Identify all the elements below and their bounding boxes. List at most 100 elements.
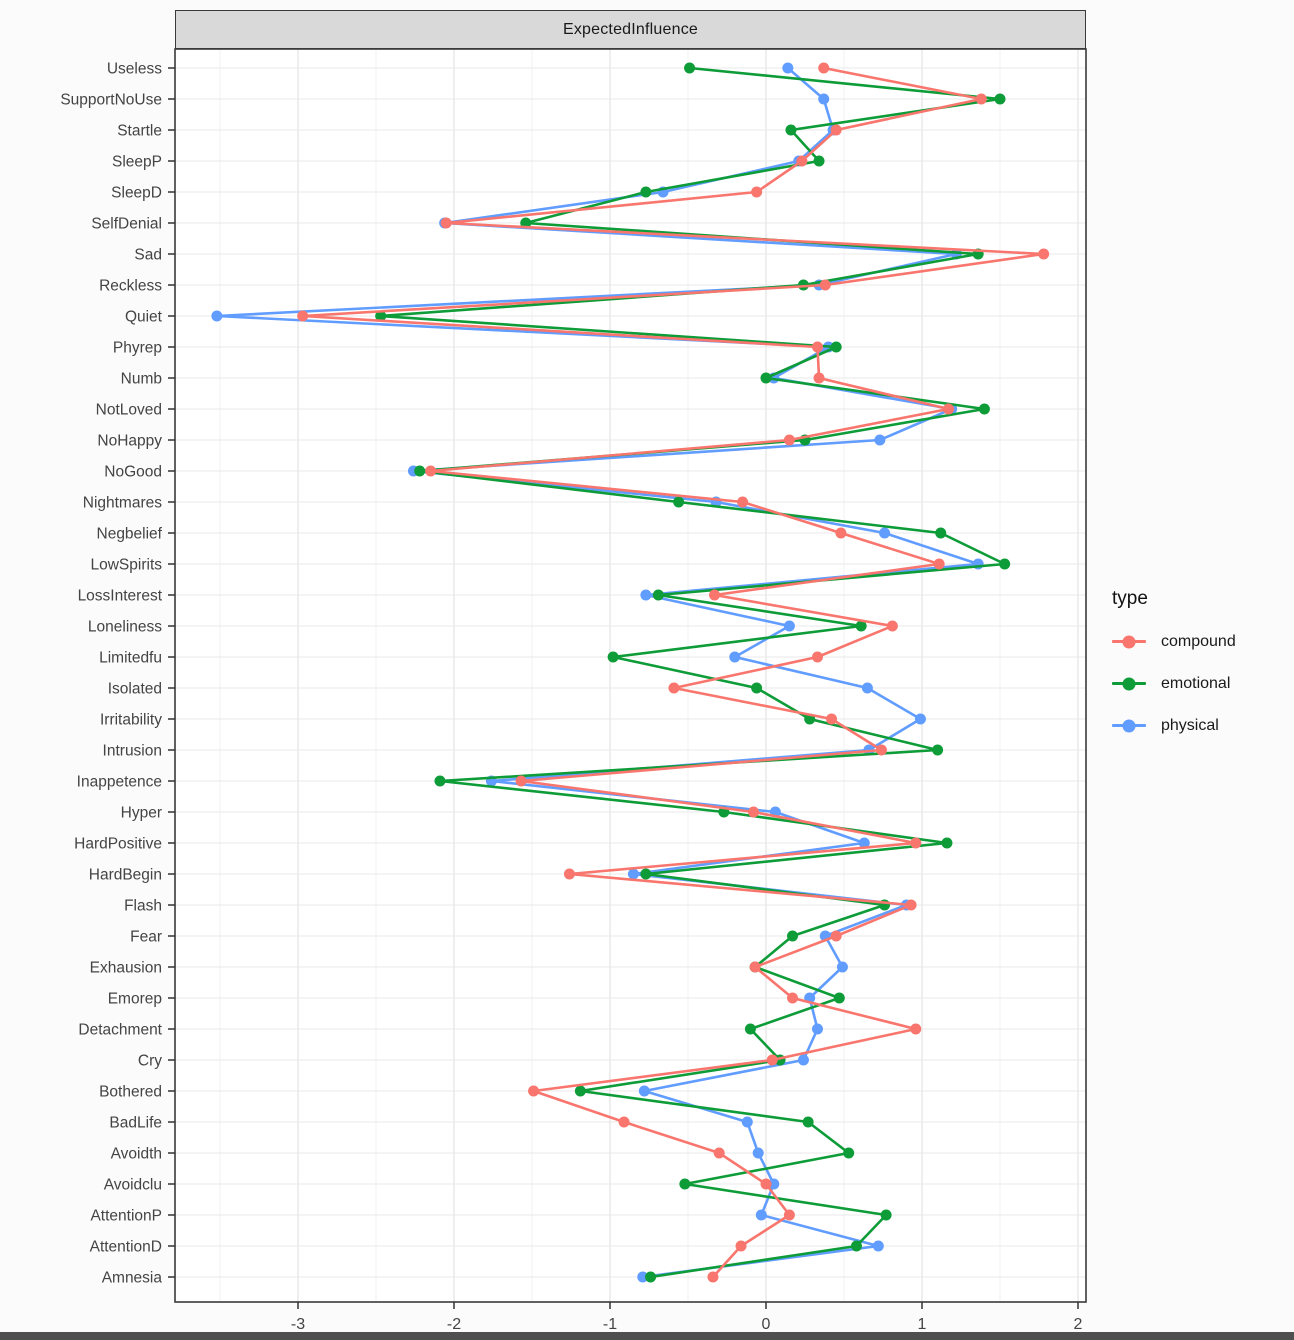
data-point-physical [874,434,886,446]
series-line-emotional [379,66,1006,1279]
data-point-emotional [574,1085,586,1097]
data-point-physical [858,837,870,849]
y-axis-label: Reckless [99,277,162,294]
data-point-emotional [434,775,446,787]
data-point-compound [713,1147,725,1159]
data-point-emotional [978,403,990,415]
data-point-physical [637,1271,649,1283]
y-axis-label: HardPositive [74,835,162,852]
data-point-physical [741,1116,753,1128]
x-axis-label: -2 [447,1316,461,1333]
y-axis-label: SleepP [112,153,162,170]
y-axis-label: Exhausion [90,959,162,976]
y-axis-label: LowSpirits [91,556,163,573]
y-axis-label: Avoidclu [104,1176,162,1193]
chart-title: ExpectedInfluence [562,20,699,38]
x-axis-label: -1 [603,1316,617,1333]
legend-item-compound: compound [1112,632,1288,650]
data-point-emotional [744,1023,756,1035]
data-point-emotional [787,930,799,942]
data-point-physical [768,1178,780,1190]
data-point-compound [910,1023,922,1035]
legend-swatch-physical-icon [1112,718,1146,733]
y-axis-label: SupportNoUse [60,91,162,108]
y-axis-label: Cry [138,1052,162,1069]
legend-item-physical: physical [1112,716,1288,734]
y-axis-label: Irritability [100,711,162,728]
data-point-compound [783,1209,795,1221]
y-axis-label: SleepD [111,184,162,201]
data-point-emotional [679,1178,691,1190]
data-point-emotional [830,341,842,353]
data-point-emotional [833,992,845,1004]
y-axis-label: Negbelief [97,525,163,542]
data-point-physical [818,93,830,105]
data-point-physical [640,589,652,601]
legend-item-emotional: emotional [1112,675,1288,692]
data-point-compound [875,744,887,756]
panel-background [175,49,1086,1302]
y-axis-label: LossInterest [78,587,163,604]
data-point-compound [1038,248,1050,260]
y-axis-label: Amnesia [102,1269,163,1286]
data-point-compound [668,682,680,694]
data-point-compound [766,1054,778,1066]
legend-label-physical: physical [1161,716,1219,734]
data-point-emotional [932,744,944,756]
data-point-physical [797,1054,809,1066]
data-point-emotional [941,837,953,849]
y-axis-label: Avoidth [111,1145,162,1162]
y-axis-label: Sad [134,246,162,263]
data-point-physical [914,713,926,725]
data-point-compound [811,341,823,353]
data-point-physical [752,1147,764,1159]
data-point-compound [707,1271,719,1283]
y-axis-label: Limitedfu [99,649,162,666]
data-point-emotional [652,589,664,601]
y-axis-label: HardBegin [89,866,162,883]
x-axis-label: 2 [1074,1316,1083,1333]
data-point-emotional [640,868,652,880]
data-point-physical [872,1240,884,1252]
data-point-physical [879,527,891,539]
data-point-compound [735,1240,747,1252]
data-point-compound [819,279,831,291]
data-point-physical [861,682,873,694]
y-axis-label: Loneliness [88,618,162,635]
y-axis-label: Bothered [99,1083,162,1100]
data-point-compound [830,930,842,942]
data-point-emotional [645,1271,657,1283]
data-point-emotional [994,93,1006,105]
window-bottom-edge [0,1332,1294,1340]
data-point-physical [755,1209,767,1221]
data-point-compound [813,372,825,384]
data-point-emotional [760,372,772,384]
data-point-emotional [850,1240,862,1252]
data-point-compound [751,186,763,198]
legend-label-compound: compound [1161,632,1236,650]
data-point-compound [748,806,760,818]
data-point-compound [737,496,749,508]
data-point-physical [638,1085,650,1097]
data-point-emotional [607,651,619,663]
y-axis-label: Inappetence [77,773,162,790]
data-point-compound [440,217,452,229]
y-axis-label: Fear [130,928,162,945]
y-axis-label: Emorep [108,990,162,1007]
data-point-compound [818,62,830,74]
data-point-emotional [813,155,825,167]
y-axis-label: Numb [121,370,162,387]
data-point-compound [886,620,898,632]
data-point-physical [783,620,795,632]
y-axis-label: Detachment [78,1021,162,1038]
y-axis-label: Intrusion [103,742,162,759]
data-point-compound [528,1085,540,1097]
data-point-emotional [802,1116,814,1128]
legend-swatch-compound-icon [1112,634,1146,649]
y-axis-label: Startle [117,122,162,139]
data-point-compound [709,589,721,601]
data-point-physical [627,868,639,880]
data-point-compound [425,465,437,477]
data-point-emotional [673,496,685,508]
